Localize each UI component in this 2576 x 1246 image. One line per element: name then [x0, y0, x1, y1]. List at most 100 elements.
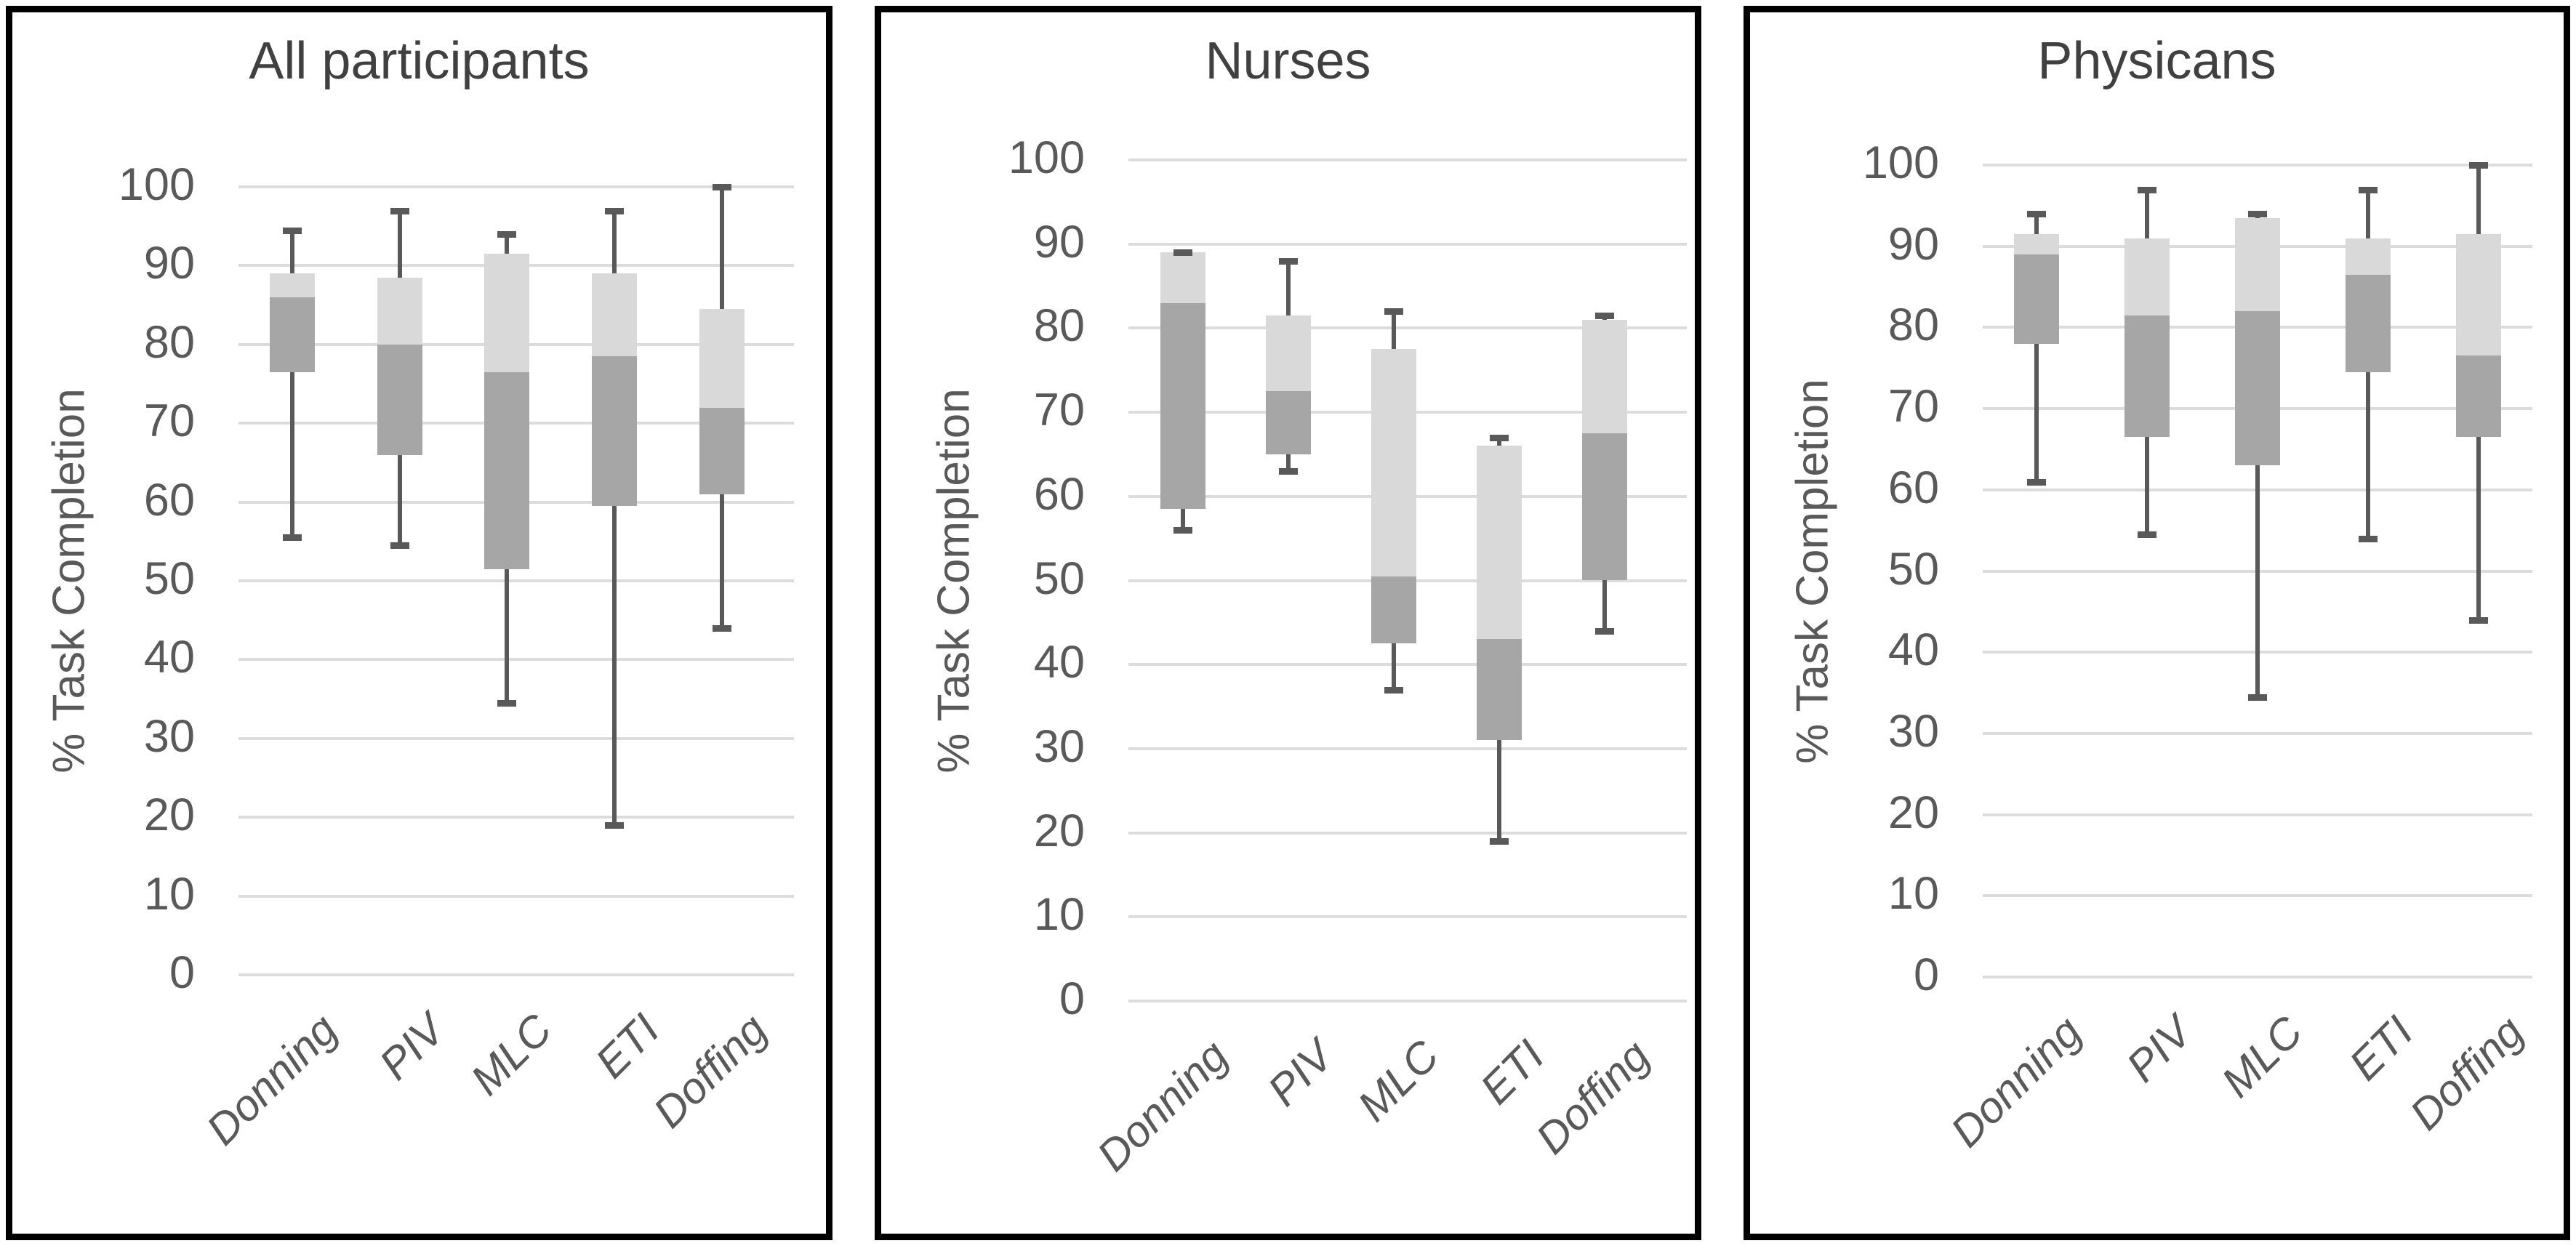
gridline	[1983, 813, 2532, 816]
y-tick-label: 60	[1887, 462, 1939, 513]
y-tick-label: 30	[1887, 705, 1939, 757]
gridline	[1128, 326, 1687, 330]
y-tick-label: 90	[1887, 218, 1939, 270]
chart-title: Nurses	[1205, 32, 1371, 90]
box-lower-quartile	[699, 407, 745, 494]
box-upper-quartile	[1477, 446, 1522, 640]
box-upper-quartile	[2346, 238, 2391, 275]
y-tick-label: 70	[143, 395, 195, 447]
box-lower-quartile	[2235, 311, 2280, 466]
gridline	[1128, 915, 1687, 919]
box-upper-quartile	[1582, 319, 1627, 434]
box-lower-quartile	[377, 344, 422, 455]
gridline	[1128, 1000, 1687, 1002]
y-tick-label: 20	[1887, 787, 1939, 838]
y-tick-label: 80	[1887, 300, 1939, 351]
gridline	[1128, 663, 1687, 667]
gridline	[1983, 164, 2532, 166]
y-tick-label: 0	[1913, 949, 1939, 1000]
y-tick-label: 60	[1033, 468, 1085, 520]
whisker-cap-min	[2248, 694, 2267, 701]
whisker-line	[290, 230, 294, 538]
y-tick-label: 80	[143, 316, 195, 368]
gridline	[238, 185, 794, 188]
chart-title: All participants	[249, 32, 590, 90]
y-tick-label: 0	[169, 946, 195, 998]
gridline	[238, 973, 794, 976]
y-tick-label: 20	[143, 789, 195, 841]
whisker-cap-min	[2469, 616, 2488, 624]
x-tick-label: Donning	[1088, 1031, 1237, 1181]
plot-area: All participants % Task Completion 100 90…	[12, 12, 826, 1234]
y-tick-label: 50	[1033, 552, 1085, 604]
whisker-cap-min	[1490, 838, 1509, 845]
box-upper-quartile	[377, 277, 422, 345]
box-upper-quartile	[2014, 233, 2059, 254]
y-tick-label: 0	[1059, 973, 1085, 1024]
whisker-cap-min	[605, 822, 624, 829]
y-tick-label: 40	[1033, 637, 1085, 688]
box-lower-quartile	[2456, 355, 2501, 438]
chart-panel-nurses: Nurses % Task Completion 100 90 80 70 60 50 40…	[875, 6, 1701, 1240]
box-lower-quartile	[484, 371, 529, 569]
chart-panel-physicans: Physicans % Task Completion 100 90 80 70 60 5…	[1744, 6, 2570, 1240]
y-tick-label: 30	[1033, 720, 1085, 772]
whisker-cap-max	[2359, 186, 2378, 193]
whisker-cap-max	[605, 207, 624, 214]
whisker-cap-min	[1173, 527, 1192, 534]
whisker-cap-min	[390, 542, 409, 550]
y-tick-label: 40	[143, 632, 195, 683]
box-upper-quartile	[1266, 315, 1311, 392]
box-lower-quartile	[2346, 274, 2391, 372]
whisker-cap-max	[1279, 257, 1298, 265]
whisker-cap-max	[2027, 211, 2046, 218]
box-upper-quartile	[1160, 252, 1205, 303]
y-tick-label: 100	[1862, 137, 1939, 188]
plot-area: Nurses % Task Completion 100 90 80 70 60 50 40…	[881, 12, 1695, 1234]
box-upper-quartile	[2235, 217, 2280, 312]
whisker-cap-min	[497, 700, 516, 707]
gridline	[1983, 731, 2532, 735]
whisker-line	[612, 210, 617, 826]
y-tick-label: 70	[1033, 385, 1085, 436]
plot-area: Physicans % Task Completion 100 90 80 70 60 5…	[1750, 12, 2564, 1234]
whisker-cap-max	[1490, 434, 1509, 441]
whisker-line	[2034, 214, 2039, 482]
box-upper-quartile	[592, 273, 637, 357]
whisker-cap-min	[2027, 478, 2046, 486]
whisker-cap-min	[2359, 535, 2378, 542]
y-tick-label: 10	[143, 868, 195, 920]
chart-panel-all-participants: All participants % Task Completion 100 90…	[6, 6, 832, 1240]
gridline	[1128, 158, 1687, 161]
y-tick-label: 90	[1033, 216, 1085, 268]
y-tick-label: 100	[1008, 132, 1085, 183]
chart-title: Physicans	[2037, 32, 2276, 90]
gridline	[238, 894, 794, 898]
box-lower-quartile	[270, 297, 315, 372]
box-lower-quartile	[1371, 576, 1416, 644]
box-lower-quartile	[2014, 254, 2059, 344]
whisker-cap-max	[2469, 162, 2488, 169]
box-lower-quartile	[1266, 391, 1311, 454]
gridline	[238, 736, 794, 740]
whisker-cap-max	[1384, 308, 1403, 315]
box-upper-quartile	[2124, 238, 2170, 315]
whisker-cap-max	[390, 207, 409, 214]
gridline	[1128, 242, 1687, 246]
box-upper-quartile	[1371, 349, 1416, 576]
y-tick-label: 10	[1887, 868, 1939, 920]
box-upper-quartile	[699, 309, 745, 408]
box-upper-quartile	[2456, 233, 2501, 356]
gridline	[238, 579, 794, 582]
gridline	[238, 816, 794, 819]
y-tick-label: 40	[1887, 624, 1939, 676]
y-tick-label: 80	[1033, 300, 1085, 352]
whisker-cap-max	[1173, 249, 1192, 257]
whisker-cap-min	[713, 625, 731, 632]
y-tick-label: 60	[143, 474, 195, 526]
whisker-cap-min	[2138, 531, 2156, 539]
whisker-cap-min	[283, 534, 302, 542]
whisker-cap-min	[1595, 627, 1614, 635]
y-tick-label: 30	[143, 710, 195, 762]
